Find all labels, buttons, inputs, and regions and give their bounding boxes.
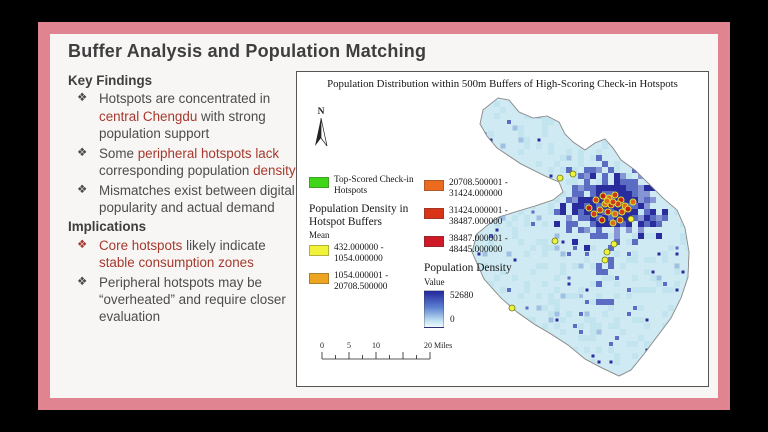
high-density-hotspot-marker (616, 216, 624, 224)
legend-class-item: 1054.000001 -20708.500000 (309, 271, 422, 293)
low-density-hotspot-marker (610, 240, 618, 248)
legend-class-swatch (424, 180, 444, 191)
low-density-hotspot-marker (556, 174, 564, 182)
findings-column: Key Findings ❖ Hotspots are concentrated … (68, 70, 298, 328)
legend-class-label: 20708.500001 -31424.000000 (449, 178, 508, 199)
page-title: Buffer Analysis and Population Matching (68, 41, 427, 61)
hotspot-label: Top-Scored Check-in Hotspots (334, 175, 414, 196)
map-title: Population Distribution within 500m Buff… (327, 78, 678, 90)
density-gradient-labels: 52680 0 (444, 290, 473, 326)
legend-class-swatch (309, 245, 329, 257)
high-density-hotspot-marker (596, 206, 604, 214)
legend-class-label: 31424.000001 -38487.000000 (449, 205, 508, 227)
north-arrow-right (320, 117, 328, 147)
low-density-hotspot-marker (603, 248, 611, 256)
low-density-hotspot-marker (551, 237, 559, 245)
slide-pink-frame: Buffer Analysis and Population Matching … (38, 22, 730, 410)
high-density-hotspot-marker (624, 205, 632, 213)
key-findings-list: ❖ Hotspots are concentrated in central Ch… (68, 90, 298, 216)
high-density-hotspot-marker (604, 208, 612, 216)
high-density-hotspot-marker (609, 219, 617, 227)
low-density-hotspot-marker (601, 256, 609, 264)
north-arrow-left (315, 118, 321, 146)
scale-ticks (321, 352, 431, 360)
high-density-hotspot-marker (611, 210, 619, 218)
bullet-item: ❖ Peripheral hotspots may be “overheated”… (68, 274, 298, 326)
bullet-text: Peripheral hotspots may be “overheated” … (99, 274, 286, 325)
bullet-diamond-icon: ❖ (77, 181, 88, 196)
bullet-item: ❖ Mismatches exist between digital popula… (68, 182, 298, 217)
low-density-hotspot-marker (508, 304, 516, 312)
bullet-diamond-icon: ❖ (77, 90, 88, 105)
buffer-classes-high: 20708.500001 -31424.000000 31424.000001 -… (424, 178, 542, 256)
bullet-text: Some peripheral hotspots lack correspond… (99, 145, 296, 179)
legend-class-item: 20708.500001 -31424.000000 (424, 178, 542, 200)
bullet-item: ❖ Core hotspots likely indicate stable co… (68, 237, 298, 272)
slide: Buffer Analysis and Population Matching … (50, 34, 718, 398)
north-arrow: N (315, 107, 328, 147)
high-density-hotspot-marker (598, 216, 606, 224)
legend-class-swatch (424, 207, 444, 219)
buffer-density-stat: Mean (309, 230, 330, 241)
population-density-heading: Population Density (424, 261, 512, 274)
high-density-hotspot-marker (599, 192, 607, 200)
legend-class-label: 38487.000001 -48445.000000 (449, 233, 508, 255)
hotspot-swatch (309, 177, 329, 188)
high-density-hotspot-marker (592, 196, 600, 204)
high-density-hotspot-marker (603, 197, 611, 205)
north-label: N (318, 107, 325, 117)
legend-class-item: 31424.000001 -38487.000000 (424, 206, 542, 228)
bullet-diamond-icon: ❖ (77, 236, 88, 251)
legend-class-swatch (424, 235, 444, 247)
bullet-diamond-icon: ❖ (77, 144, 88, 159)
scale-label-0: 0 (320, 341, 324, 350)
chengdu-map: N 0 5 10 20 Miles (315, 97, 690, 377)
scale-bar: 0 5 10 20 Miles (320, 341, 452, 360)
legend-class-swatch (309, 273, 329, 285)
population-density-stat: Value (424, 276, 445, 287)
bullet-item: ❖ Hotspots are concentrated in central Ch… (68, 90, 298, 142)
legend-hotspots-item: Top-Scored Check-in Hotspots (309, 175, 422, 197)
high-density-hotspot-marker (629, 198, 637, 206)
bullet-diamond-icon: ❖ (77, 273, 88, 288)
legend-right-column: 20708.500001 -31424.000000 31424.000001 -… (424, 178, 542, 328)
legend-class-label: 432.000000 -1054.000000 (334, 243, 384, 265)
scale-label-20-miles: 20 Miles (424, 341, 452, 350)
legend-class-item: 38487.000001 -48445.000000 (424, 234, 542, 256)
density-gradient-row: 52680 0 (424, 289, 542, 328)
scale-label-5: 5 (347, 341, 351, 350)
legend-class-item: 432.000000 -1054.000000 (309, 243, 422, 265)
map-figure: N 0 5 10 20 Miles Population Distributio… (296, 71, 709, 387)
legend-left-column: Top-Scored Check-in Hotspots Population … (309, 175, 422, 299)
density-gradient-bar (424, 289, 444, 328)
high-density-hotspot-marker (611, 191, 619, 199)
bullet-text: Mismatches exist between digital popular… (99, 182, 295, 215)
implications-list: ❖ Core hotspots likely indicate stable co… (68, 237, 298, 326)
buffer-density-heading: Population Density in Hotspot Buffers (309, 202, 409, 228)
key-findings-heading: Key Findings (68, 73, 153, 88)
bullet-item: ❖ Some peripheral hotspots lack correspon… (68, 145, 298, 180)
legend-class-label: 1054.000001 -20708.500000 (334, 271, 389, 293)
high-density-hotspot-marker (609, 198, 617, 206)
density-max-label: 52680 (450, 290, 474, 301)
bullet-text: Hotspots are concentrated in central Che… (99, 91, 271, 142)
density-min-label: 0 (450, 314, 455, 325)
implications-heading: Implications (68, 219, 147, 235)
high-density-hotspot-marker (585, 204, 593, 212)
chengdu-boundary-outline (471, 97, 690, 377)
buffer-classes-low: 432.000000 -1054.000000 1054.000001 -2070… (309, 243, 422, 293)
low-density-hotspot-marker (569, 170, 577, 178)
bullet-text: Core hotspots likely indicate stable con… (99, 237, 266, 271)
high-density-hotspot-marker (618, 208, 626, 216)
high-density-hotspot-marker (590, 210, 598, 218)
scale-label-10: 10 (372, 341, 380, 350)
hotspot-markers (508, 170, 637, 312)
low-density-hotspot-marker (627, 215, 635, 223)
